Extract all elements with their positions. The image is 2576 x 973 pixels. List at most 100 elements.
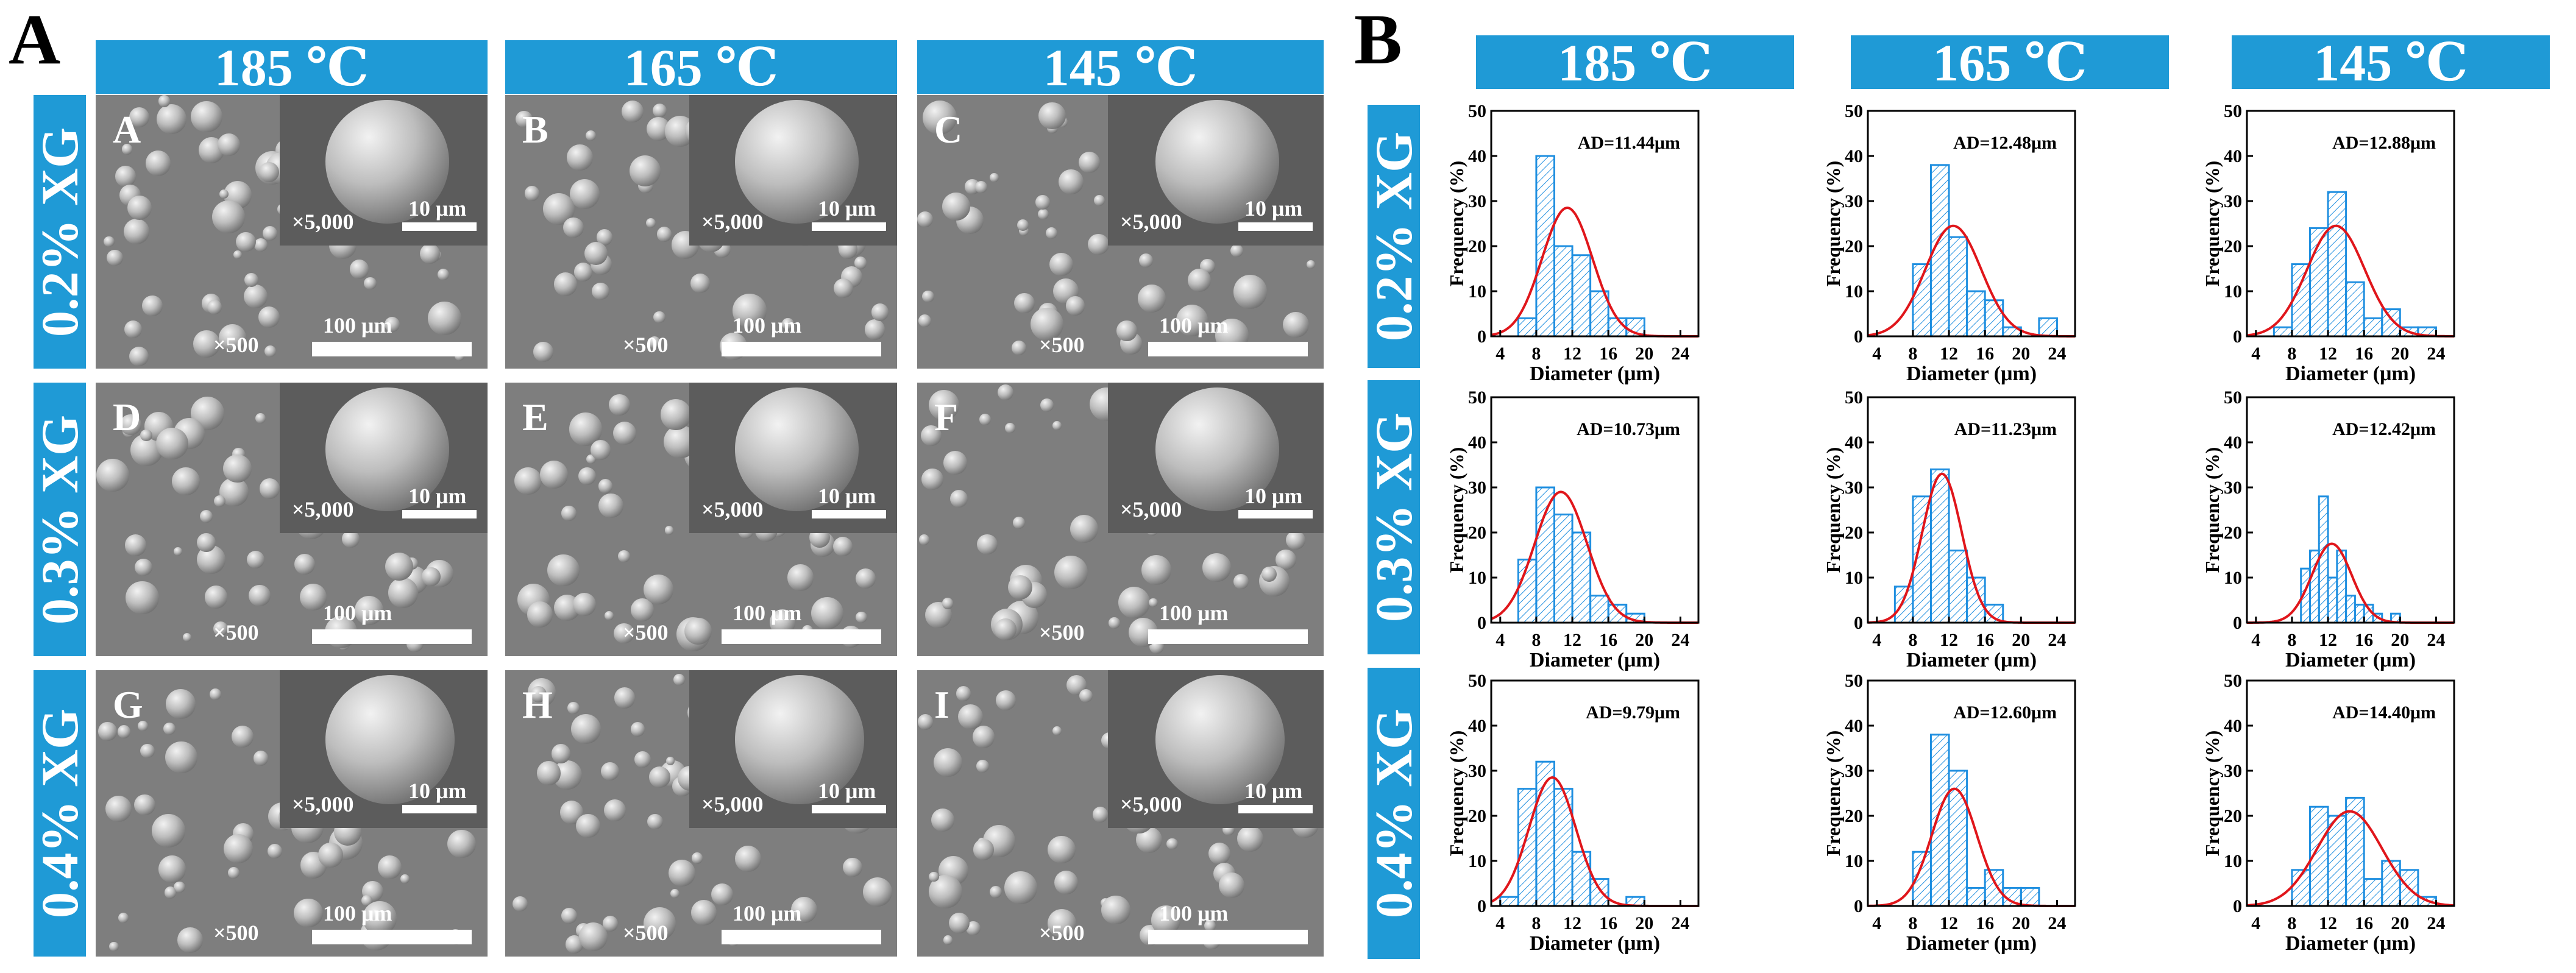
magnification-label: ×500 bbox=[213, 921, 259, 945]
particle bbox=[690, 274, 710, 293]
row-head-label: 0.4% XG bbox=[1364, 709, 1423, 918]
y-tick-label: 30 bbox=[2224, 478, 2242, 498]
y-axis-title: Frequency (%) bbox=[1822, 731, 1844, 856]
y-tick-label: 50 bbox=[1468, 101, 1486, 121]
x-tick-label: 4 bbox=[2251, 630, 2260, 650]
y-tick-label: 10 bbox=[1468, 851, 1486, 871]
x-tick-label: 12 bbox=[1563, 630, 1581, 650]
particle bbox=[1040, 398, 1054, 412]
x-tick-label: 20 bbox=[1635, 630, 1653, 650]
particle bbox=[1038, 208, 1049, 220]
y-tick-label: 10 bbox=[2224, 851, 2242, 871]
plot-frame bbox=[1490, 110, 1700, 338]
scale-label: 100 μm bbox=[1159, 901, 1229, 925]
x-tick-label: 16 bbox=[2355, 344, 2373, 364]
particle bbox=[598, 479, 613, 494]
y-tick-label: 10 bbox=[1845, 568, 1863, 588]
particle bbox=[1013, 516, 1026, 529]
x-tick-label: 8 bbox=[1908, 630, 1917, 650]
histogram-bar bbox=[1607, 603, 1628, 624]
particle bbox=[691, 852, 703, 865]
particle bbox=[437, 268, 449, 280]
particle bbox=[163, 722, 176, 735]
particle bbox=[648, 336, 661, 349]
y-tick-label: 30 bbox=[2224, 191, 2242, 211]
scale-label: 100 μm bbox=[733, 313, 802, 338]
particle bbox=[142, 295, 163, 317]
sem-image-g: G ×5,000 10 μm ×500 100 μm bbox=[96, 670, 488, 957]
particle bbox=[579, 922, 608, 952]
plot-frame bbox=[1867, 679, 2076, 907]
particle bbox=[584, 242, 608, 265]
y-tick-label: 0 bbox=[2233, 613, 2242, 633]
particle bbox=[219, 189, 229, 199]
histogram-h-04-165: 4 8 12 16 20 24 0 10 20 30 40 50 Diameter (μm) Freque… bbox=[1822, 671, 2076, 955]
scale-bar bbox=[1148, 930, 1308, 944]
inset-magnification: ×5,000 bbox=[292, 792, 354, 816]
particle bbox=[118, 913, 129, 924]
x-tick-label: 8 bbox=[2287, 913, 2296, 933]
inset-scale-bar bbox=[402, 510, 477, 518]
plot-frame bbox=[1490, 396, 1700, 624]
y-tick-label: 10 bbox=[2224, 281, 2242, 302]
particle bbox=[561, 506, 577, 521]
particle bbox=[378, 855, 402, 879]
histogram-bar bbox=[1589, 878, 1609, 907]
particle bbox=[129, 346, 149, 367]
y-tick-label: 10 bbox=[2224, 568, 2242, 588]
particle bbox=[236, 232, 256, 252]
panel-a-col-head-185: 185 ℃ bbox=[96, 38, 488, 97]
histogram-bar bbox=[1948, 236, 1968, 338]
plot-frame bbox=[1867, 396, 2076, 624]
y-tick-label: 0 bbox=[1477, 327, 1486, 347]
particle bbox=[665, 526, 674, 535]
y-tick-label: 30 bbox=[1468, 478, 1486, 498]
histogram-bar bbox=[1553, 513, 1574, 624]
magnification-label: ×500 bbox=[623, 620, 669, 645]
panel-a-col-head-145: 145 ℃ bbox=[917, 38, 1324, 97]
x-tick-label: 20 bbox=[2391, 630, 2409, 650]
x-tick-label: 8 bbox=[1908, 344, 1917, 364]
particle bbox=[182, 632, 192, 642]
inset-scale-label: 10 μm bbox=[408, 484, 467, 508]
particle bbox=[218, 133, 241, 157]
inset-scale-label: 10 μm bbox=[1244, 484, 1303, 508]
particle bbox=[530, 685, 547, 702]
sem-inset bbox=[280, 95, 488, 246]
plot-frame bbox=[2246, 679, 2455, 907]
particle bbox=[1005, 423, 1016, 434]
particle bbox=[994, 618, 1017, 640]
panel-b-row-head-04: 0.4% XG bbox=[1364, 668, 1423, 959]
histogram-h-03-145: 4 8 12 16 20 24 0 10 20 30 40 50 Diameter (μm) Freque… bbox=[2201, 387, 2455, 671]
x-tick-label: 12 bbox=[1940, 913, 1958, 933]
inset-magnification: ×5,000 bbox=[292, 497, 354, 522]
particle bbox=[210, 688, 222, 700]
particle bbox=[231, 725, 254, 748]
particle bbox=[1070, 514, 1098, 543]
particle bbox=[567, 702, 580, 715]
y-tick-label: 50 bbox=[1468, 671, 1486, 691]
particle bbox=[1088, 233, 1109, 255]
sem-panel-letter: G bbox=[113, 683, 143, 726]
histogram-bar bbox=[1966, 886, 1986, 907]
inset-scale-bar bbox=[402, 222, 477, 231]
particle bbox=[942, 193, 971, 221]
inset-magnification: ×5,000 bbox=[292, 210, 354, 234]
particle bbox=[653, 311, 665, 324]
x-axis-title: Diameter (μm) bbox=[1530, 649, 1660, 671]
particle bbox=[630, 722, 645, 737]
histogram-bar bbox=[2345, 281, 2365, 338]
particle bbox=[1054, 556, 1088, 590]
particle bbox=[157, 104, 187, 134]
histogram-bar bbox=[1517, 788, 1538, 907]
scale-bar bbox=[722, 629, 881, 644]
particle bbox=[1285, 530, 1305, 550]
average-diameter-annotation: AD=14.40μm bbox=[2332, 702, 2436, 723]
x-tick-label: 4 bbox=[2251, 913, 2260, 933]
y-tick-label: 20 bbox=[1468, 236, 1486, 257]
inset-scale-label: 10 μm bbox=[818, 779, 876, 803]
particle bbox=[1052, 726, 1062, 735]
particle bbox=[388, 578, 419, 608]
scale-bar bbox=[312, 629, 472, 644]
y-tick-label: 40 bbox=[2224, 146, 2242, 166]
